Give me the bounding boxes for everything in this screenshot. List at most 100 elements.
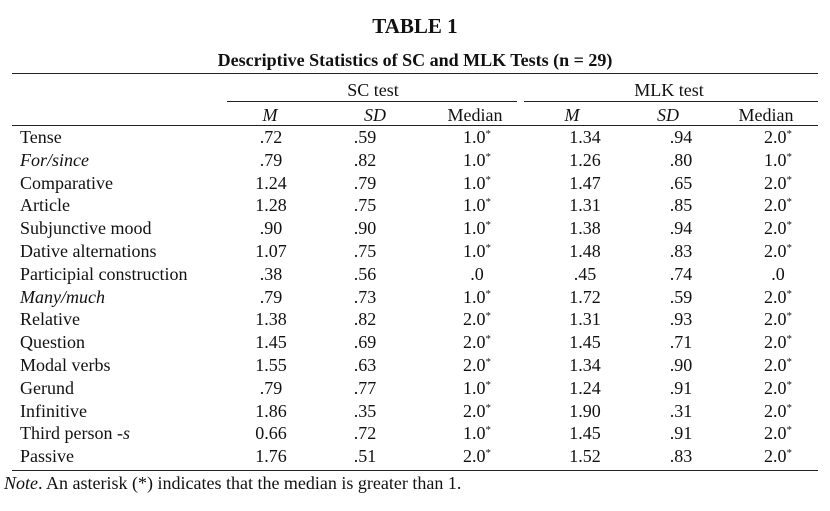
col-header-mlk-median: Median xyxy=(738,105,794,125)
asterisk-marker: * xyxy=(786,287,793,300)
asterisk-marker: * xyxy=(485,424,492,437)
cell-sc-sd: .79 xyxy=(315,172,415,195)
cell-value: 2.0 xyxy=(764,423,787,444)
cell-sc-m: .79 xyxy=(227,377,315,400)
row-label-text: For/since xyxy=(20,149,89,170)
cell-mlk-median: 2.0* xyxy=(731,126,825,149)
row-label-text: Third person xyxy=(20,423,117,444)
cell-value: 1.47 xyxy=(569,172,601,193)
cell-mlk-median: 2.0* xyxy=(731,240,825,263)
cell-value: .69 xyxy=(353,332,377,353)
cell-mlk-median: 2.0* xyxy=(731,422,825,445)
cell-value: 2.0 xyxy=(764,195,787,216)
cell-value: .79 xyxy=(259,149,283,170)
cell-value: .0 xyxy=(470,263,484,284)
cell-mlk-median: 2.0* xyxy=(731,400,825,423)
top-rule xyxy=(12,73,818,74)
asterisk-marker: * xyxy=(786,241,793,254)
cell-mlk-median: 2.0* xyxy=(731,354,825,377)
cell-value: .56 xyxy=(353,263,377,284)
table-row: Question 1.45.69 2.0* 1.45.71 2.0* xyxy=(20,331,825,354)
row-label: Infinitive xyxy=(20,400,227,423)
cell-value: .79 xyxy=(259,286,283,307)
cell-sc-m: 0.66 xyxy=(227,422,315,445)
table-row: Relative 1.38.82 2.0* 1.31.93 2.0* xyxy=(20,308,825,331)
cell-sc-sd: .75 xyxy=(315,240,415,263)
cell-mlk-median: 1.0* xyxy=(731,149,825,172)
cell-mlk-median: 2.0* xyxy=(731,445,825,468)
cell-sc-m: .90 xyxy=(227,217,315,240)
asterisk-marker: * xyxy=(485,219,492,232)
cell-value: 1.0 xyxy=(463,377,486,398)
cell-mlk-sd: .65 xyxy=(631,172,731,195)
row-label-text: Tense xyxy=(20,127,62,147)
col-header-sc-sd: SD xyxy=(364,105,386,125)
cell-value: 2.0 xyxy=(764,127,787,147)
note-prefix: Note xyxy=(4,473,38,493)
table-row: Tense .72.59 1.0* 1.34.94 2.0* xyxy=(20,126,825,149)
cell-value: .94 xyxy=(669,218,693,239)
cell-sc-sd: .51 xyxy=(315,445,415,468)
cell-mlk-m: 1.47 xyxy=(539,172,631,195)
asterisk-marker: * xyxy=(485,128,492,140)
cell-mlk-sd: .90 xyxy=(631,354,731,377)
cell-value: .51 xyxy=(353,446,377,467)
asterisk-marker: * xyxy=(786,333,793,346)
cell-value: 1.0 xyxy=(764,149,787,170)
row-label: Tense xyxy=(20,126,227,149)
cell-mlk-m: 1.90 xyxy=(539,400,631,423)
cell-mlk-m: 1.52 xyxy=(539,445,631,468)
table-row: For/since .79.82 1.0* 1.26.80 1.0* xyxy=(20,149,825,172)
header-rule xyxy=(12,125,818,126)
cell-value: 1.38 xyxy=(255,309,287,330)
cell-value: 2.0 xyxy=(764,354,787,375)
cell-value: 2.0 xyxy=(764,286,787,307)
cell-value: .65 xyxy=(669,172,693,193)
table-subtitle: Descriptive Statistics of SC and MLK Tes… xyxy=(217,50,613,70)
cell-value: 1.55 xyxy=(255,354,287,375)
asterisk-marker: * xyxy=(786,310,793,323)
cell-value: 2.0 xyxy=(764,218,787,239)
cell-mlk-m: 1.34 xyxy=(539,126,631,149)
cell-sc-sd: .73 xyxy=(315,286,415,309)
row-label: Passive xyxy=(20,445,227,468)
cell-value: .45 xyxy=(573,263,597,284)
cell-mlk-m: 1.72 xyxy=(539,286,631,309)
table-row: Dative alternations 1.07.75 1.0* 1.48.83 2.0… xyxy=(20,240,825,263)
row-label: Subjunctive mood xyxy=(20,217,227,240)
row-label-text: Subjunctive mood xyxy=(20,218,152,239)
cell-mlk-sd: .80 xyxy=(631,149,731,172)
cell-value: .93 xyxy=(669,309,693,330)
asterisk-marker: * xyxy=(786,355,793,368)
cell-mlk-sd: .93 xyxy=(631,308,731,331)
cell-value: .73 xyxy=(353,286,377,307)
cell-value: .91 xyxy=(669,377,693,398)
cell-mlk-m: 1.34 xyxy=(539,354,631,377)
cell-value: 2.0 xyxy=(463,400,486,421)
asterisk-marker: * xyxy=(786,128,793,140)
row-label-text: Comparative xyxy=(20,172,113,193)
cell-value: 1.0 xyxy=(463,240,486,261)
cell-value: 1.0 xyxy=(463,172,486,193)
cell-value: 1.34 xyxy=(569,354,601,375)
row-label-text: Participial construction xyxy=(20,263,188,284)
cell-sc-m: .72 xyxy=(227,126,315,149)
asterisk-marker: * xyxy=(786,401,793,414)
statistics-table: Tense .72.59 1.0* 1.34.94 2.0* For/since .79.8… xyxy=(20,126,825,468)
cell-mlk-m: 1.31 xyxy=(539,194,631,217)
asterisk-marker: * xyxy=(786,173,793,186)
cell-sc-m: 1.07 xyxy=(227,240,315,263)
cell-mlk-median: .0 xyxy=(731,263,825,286)
table-row: Gerund .79.77 1.0* 1.24.91 2.0* xyxy=(20,377,825,400)
cell-value: .35 xyxy=(353,400,377,421)
cell-value: 0.66 xyxy=(255,423,287,444)
cell-sc-median: 1.0* xyxy=(415,217,539,240)
group-header-mlk: MLK test xyxy=(634,80,704,100)
cell-value: 1.48 xyxy=(569,240,601,261)
table-row: Participial construction .38 .56 .0 .45 .74 .0 xyxy=(20,263,825,286)
cell-sc-m: .38 xyxy=(227,263,315,286)
cell-mlk-median: 2.0* xyxy=(731,377,825,400)
cell-sc-median: 1.0* xyxy=(415,422,539,445)
asterisk-marker: * xyxy=(485,401,492,414)
cell-value: .90 xyxy=(259,218,283,239)
